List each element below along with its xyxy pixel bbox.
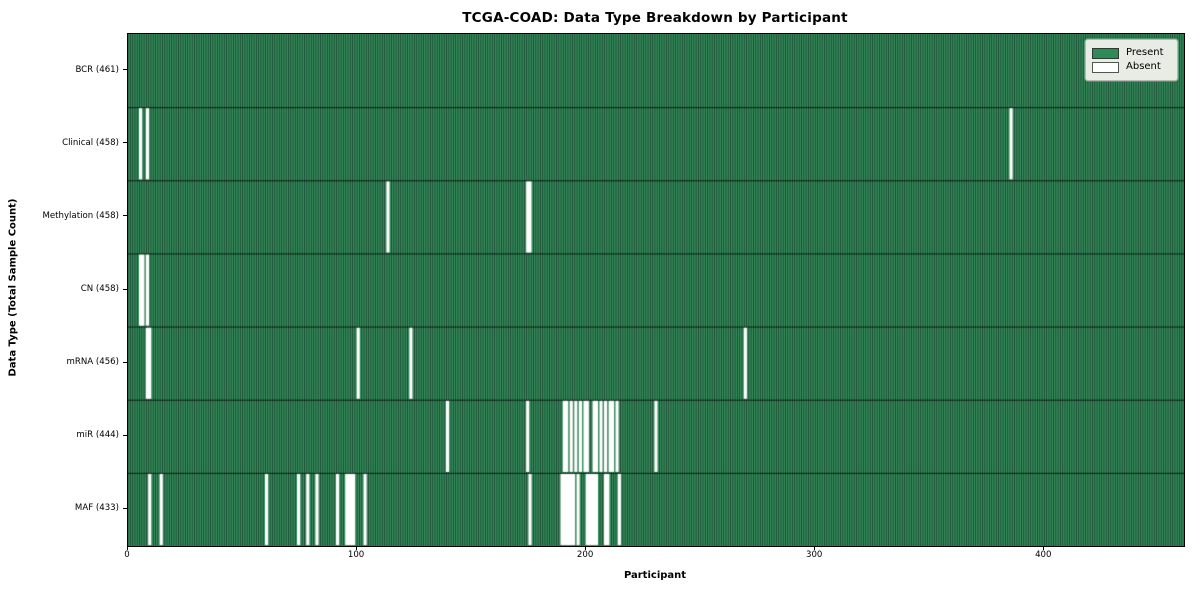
legend-label-absent: Absent <box>1126 61 1161 72</box>
ytick-label-bcr: BCR (461) <box>75 64 119 75</box>
y-axis-label: Data Type (Total Sample Count) <box>7 198 19 377</box>
ytick-mark <box>123 361 127 363</box>
ytick-mark <box>123 142 127 144</box>
ytick-label-methylation: Methylation (458) <box>42 210 119 221</box>
xtick-mark <box>356 546 358 550</box>
ytick-mark <box>123 288 127 290</box>
xtick-label-0: 0 <box>124 550 130 560</box>
plot-area <box>127 33 1185 547</box>
xtick-label-400: 400 <box>1035 550 1052 560</box>
xtick-mark <box>1043 546 1045 550</box>
ytick-mark <box>123 69 127 71</box>
ytick-label-mrna: mRNA (456) <box>66 357 120 368</box>
chart-title: TCGA-COAD: Data Type Breakdown by Partic… <box>462 10 848 26</box>
ytick-label-cn: CN (458) <box>80 284 119 294</box>
legend-swatch-present-icon <box>1092 47 1119 59</box>
ytick-mark <box>123 434 127 436</box>
ytick-label-mir: miR (444) <box>76 430 119 441</box>
legend-swatch-absent-icon <box>1092 61 1119 73</box>
xtick-label-200: 200 <box>576 550 594 560</box>
xtick-label-100: 100 <box>347 550 365 560</box>
ytick-label-clinical: Clinical (458) <box>62 137 119 148</box>
ytick-label-maf: MAF (433) <box>74 503 119 514</box>
legend-label-present: Present <box>1126 47 1164 58</box>
heatmap-canvas <box>128 34 1184 546</box>
xtick-mark <box>127 546 128 550</box>
xtick-label-300: 300 <box>805 550 823 560</box>
ytick-mark <box>123 215 127 217</box>
ytick-mark <box>123 507 127 509</box>
xtick-mark <box>814 546 816 550</box>
legend-entry-absent: Absent <box>1092 61 1170 73</box>
xtick-mark <box>585 546 587 550</box>
legend: Present Absent <box>1085 39 1178 81</box>
x-axis-label: Participant <box>623 570 687 581</box>
legend-entry-present: Present <box>1092 47 1170 59</box>
